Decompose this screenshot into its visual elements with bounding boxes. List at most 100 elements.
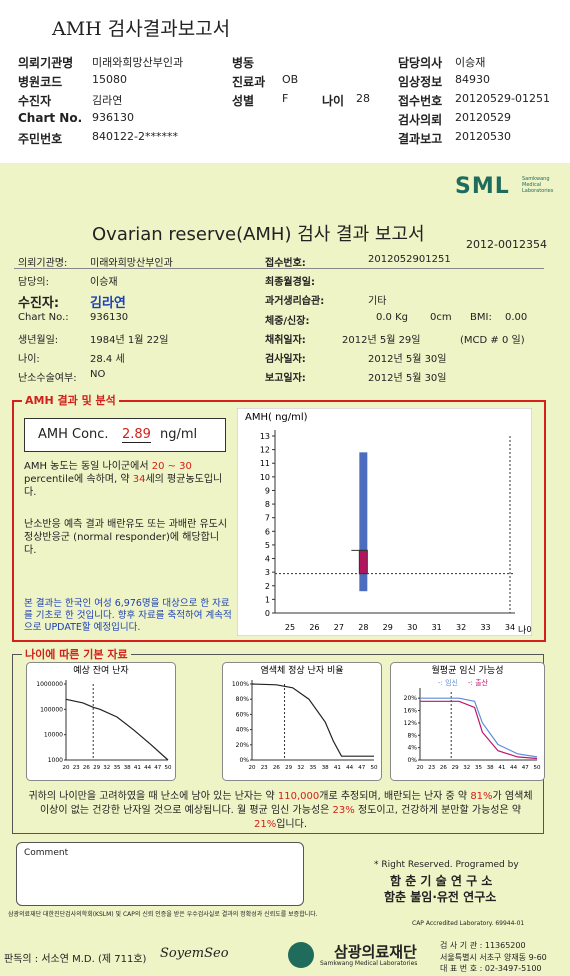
x-tick-label: 50 <box>371 765 378 771</box>
field-label: 성별 <box>232 94 255 108</box>
report-number: 2012-0012354 <box>466 238 547 251</box>
field-label: Chart No. <box>18 111 83 125</box>
conc-value: 2.89 <box>122 427 151 443</box>
text: 입니다. <box>276 819 307 830</box>
field-value: 이승재 <box>455 56 486 69</box>
x-tick-label: 34 <box>505 623 515 632</box>
x-tick-label: 29 <box>93 765 100 771</box>
x-tick-label: 31 <box>432 623 442 632</box>
chart-bg <box>390 662 545 781</box>
field-value: 20120529-01251 <box>455 92 550 105</box>
y-tick-label: 11 <box>260 459 270 468</box>
mini-chart: 월평균 임신 가능성 0% 4% 8% 12% 16% 20% 20 23 26 29 32 35 38 4… <box>390 662 545 781</box>
addr: 서울특별시 서초구 양재동 9-60 <box>440 953 547 962</box>
signature: SoyemSeo <box>160 946 229 961</box>
x-tick-label: 44 <box>144 765 151 771</box>
section-title: AMH 결과 및 분석 <box>22 392 119 408</box>
chart-bg <box>222 662 382 781</box>
x-tick-label: 32 <box>463 765 470 771</box>
field-value: 84930 <box>455 73 490 86</box>
field-label: 담당의사 <box>398 56 443 70</box>
field-value: 이승재 <box>90 277 118 288</box>
legend-entry: -: 출산 <box>468 678 489 687</box>
y-tick-label: 0 <box>265 609 270 618</box>
y-tick-label: 100000 <box>40 706 63 713</box>
y-tick-label: 16% <box>404 708 418 715</box>
y-tick-label: 20% <box>404 695 418 702</box>
field-label: 나이: <box>18 354 40 365</box>
field-value: 20120530 <box>455 130 511 143</box>
legend-entry: -: 임신 <box>438 678 458 687</box>
field-label: 접수번호: <box>265 258 306 269</box>
text: 81% <box>470 791 493 802</box>
x-tick-label: 35 <box>475 765 482 771</box>
comment-label: Comment <box>24 848 69 858</box>
rights: * Right Reserved. Programed by <box>374 860 519 870</box>
field-label: 진료과 <box>232 75 266 89</box>
chart-title: 염색체 정상 난자 비율 <box>260 665 343 676</box>
amh-text: AMH 농도는 동일 나이군에서 20 ~ 30 percentile에 속하며… <box>24 460 229 499</box>
summary: 귀하의 나이만을 고려하였을 때 난소에 남아 있는 난자는 약 110,000… <box>28 790 533 832</box>
field-value: 15080 <box>92 73 127 86</box>
text: 20 ~ 30 <box>151 461 192 472</box>
y-tick-label: 0% <box>407 757 417 764</box>
y-tick-label: 40% <box>236 727 250 734</box>
curve <box>65 698 169 761</box>
y-tick-label: 7 <box>265 514 270 523</box>
x-tick-label: 27 <box>334 623 344 632</box>
y-tick-label: 80% <box>236 696 250 703</box>
text: 21% <box>253 819 277 830</box>
field-label: 주민번호 <box>18 132 63 146</box>
field-value: 0.0 Kg <box>376 312 408 323</box>
field-label: 접수번호 <box>398 94 443 108</box>
x-tick-label: 50 <box>534 765 541 771</box>
field-label: 생년월일: <box>18 335 59 346</box>
y-tick-label: 1000000 <box>36 681 63 688</box>
field-label: 병동 <box>232 56 255 70</box>
chart-title: 월평균 임신 가능성 <box>432 664 504 676</box>
field-value: 840122-2****** <box>92 130 178 143</box>
field-value: 미래와희망산부인과 <box>90 258 173 269</box>
amh-text: 난소반응 예측 결과 배란유도 또는 과배란 유도시 정상반응군 (normal… <box>24 519 228 556</box>
field-value: 28.4 세 <box>90 354 125 365</box>
field-value: 0cm <box>430 312 452 323</box>
addr: 대 표 번 호 : 02-3497-5100 <box>440 964 542 973</box>
cert: 삼광의료재단 대한진단검사의학회(KSLM) 및 CAP의 신뢰 인증을 받은 … <box>8 911 318 918</box>
field-label: 병원코드 <box>18 75 63 89</box>
field-value: 20120529 <box>455 111 511 124</box>
chart-bg <box>237 408 532 636</box>
field-label: 결과보고 <box>398 132 443 146</box>
y-tick-label: 60% <box>236 711 250 718</box>
x-tick-label: 32 <box>297 765 304 771</box>
x-tick-label: 38 <box>124 765 131 771</box>
y-tick-label: 4% <box>407 745 417 752</box>
addr: 검 사 기 관 : 11365200 <box>440 941 526 950</box>
logo: SML <box>455 174 510 199</box>
field-value: 김라연 <box>90 296 126 311</box>
org-en: Samkwang Medical Laboratories <box>320 960 418 967</box>
field-label: 검사일자: <box>265 354 306 365</box>
x-tick-label: 32 <box>103 765 110 771</box>
x-tick-label: 41 <box>498 765 505 771</box>
chart-title: 예상 잔여 난자 <box>73 664 129 676</box>
x-tick-label: 23 <box>428 765 435 771</box>
field-value: OB <box>282 73 299 86</box>
field-value: 기타 <box>368 296 387 307</box>
cap: CAP Accredited Laboratory. 69944-01 <box>412 920 525 927</box>
x-tick-label: 20 <box>417 765 424 771</box>
title: AMH 검사결과보고서 <box>52 18 231 40</box>
x-tick-label: 44 <box>510 765 517 771</box>
x-tick-label: 29 <box>285 765 292 771</box>
field-label: 담당의: <box>18 277 49 288</box>
x-tick-label: 47 <box>154 765 161 771</box>
text: 귀하의 나이만을 고려하였을 때 난소에 남아 있는 난자는 약 <box>28 791 275 802</box>
x-axis-label: 나이 <box>518 625 532 636</box>
x-tick-label: 32 <box>456 623 466 632</box>
y-axis-label: AMH( ng/ml) <box>245 412 308 423</box>
comment-box <box>16 842 304 906</box>
org: 삼광의료재단 <box>334 943 417 961</box>
field-value: 1984년 1월 22일 <box>90 335 169 346</box>
field-value: 미래와희망산부인과 <box>92 56 184 69</box>
field-value: 0.00 <box>505 312 528 323</box>
